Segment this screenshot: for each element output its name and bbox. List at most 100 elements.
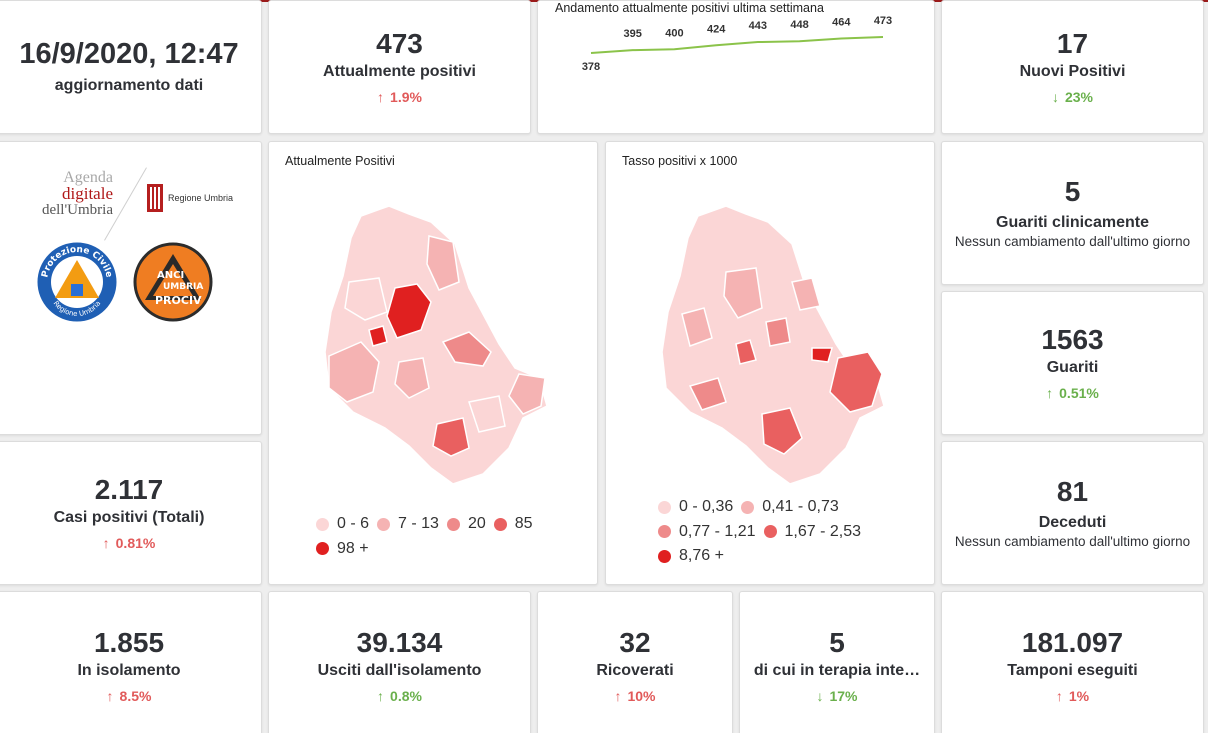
kpi-value: 181.097: [1021, 626, 1124, 658]
legend-item[interactable]: 8,76 +: [658, 545, 724, 567]
kpi-value: 81: [1056, 476, 1089, 508]
delta-value: 1%: [1068, 688, 1090, 705]
legend-label: 0 - 0,36: [679, 498, 734, 515]
kpi-isolamento[interactable]: 1.855 In isolamento ↑ 8.5%: [0, 591, 262, 733]
arrow-up-icon: ↑: [102, 535, 110, 552]
kpi-deceduti[interactable]: 81 Deceduti Nessun cambiamento dall'ulti…: [941, 441, 1204, 585]
anci-text: ANCI: [157, 270, 184, 281]
arrow-up-icon: ↑: [377, 89, 385, 106]
kpi-label: Usciti dall'isolamento: [317, 662, 482, 680]
kpi-label: Guariti: [1046, 359, 1099, 377]
kpi-label: Tamponi eseguiti: [1007, 662, 1138, 680]
kpi-ricoverati[interactable]: 32 Ricoverati ↑ 10%: [537, 591, 733, 733]
kpi-label: di cui in terapia inte…: [753, 662, 921, 680]
legend-item[interactable]: 85: [493, 513, 533, 535]
kpi-value: 2.117: [94, 473, 164, 505]
update-datetime: 16/9/2020, 12:47: [19, 38, 239, 71]
legend-item[interactable]: 98 +: [316, 538, 369, 560]
arrow-up-icon: ↑: [1055, 688, 1063, 705]
legend-label: 8,76 +: [679, 547, 724, 564]
trend-data-label: 464: [832, 17, 851, 29]
kpi-value: 473: [376, 27, 423, 59]
kpi-label: Casi positivi (Totali): [53, 509, 205, 527]
kpi-usciti[interactable]: 39.134 Usciti dall'isolamento ↑ 0.8%: [268, 591, 531, 733]
map-tasso-positivi-card[interactable]: Tasso positivi x 1000 0 - 0,36 0,41 - 0,7…: [605, 141, 935, 585]
anci-prociv-logo[interactable]: ANCI UMBRIA PROCIV: [133, 242, 213, 322]
agenda-digitale-logo[interactable]: Agenda digitale dell'Umbria: [13, 169, 113, 219]
regione-umbria-logo[interactable]: Regione Umbria: [147, 184, 233, 212]
map-legend: 0 - 0,36 0,41 - 0,73 0,77 - 1,21 1,67 - 2,5…: [658, 496, 908, 570]
legend-item[interactable]: 1,67 - 2,53: [763, 521, 861, 543]
arrow-up-icon: ↑: [614, 688, 622, 705]
kpi-casi-totali[interactable]: 2.117 Casi positivi (Totali) ↑ 0.81%: [0, 441, 262, 585]
update-label: aggiornamento dati: [54, 76, 204, 94]
trend-data-label: 443: [749, 20, 767, 32]
kpi-tamponi[interactable]: 181.097 Tamponi eseguiti ↑ 1%: [941, 591, 1204, 733]
kpi-label: Guariti clinicamente: [996, 213, 1149, 231]
agenda-line1: Agenda: [63, 169, 113, 186]
legend-swatch: [316, 517, 329, 531]
umbria-choropleth-map[interactable]: [269, 192, 598, 492]
kpi-terapia-intensiva[interactable]: 5 di cui in terapia inte… ↓ 17%: [739, 591, 935, 733]
region-shape: [394, 357, 430, 399]
region-shape: [508, 373, 546, 415]
legend-label: 0 - 6: [337, 515, 370, 532]
legend-item[interactable]: 0 - 0,36: [658, 496, 733, 518]
kpi-value: 5: [829, 626, 845, 658]
kpi-label: Ricoverati: [596, 662, 674, 680]
delta-value: 23%: [1064, 89, 1094, 106]
kpi-value: 32: [619, 626, 651, 658]
legend-item[interactable]: 0,41 - 0,73: [741, 496, 839, 518]
region-shape: [681, 307, 713, 347]
region-shape: [386, 283, 432, 339]
region-shape: [761, 407, 803, 455]
umbria-text: UMBRIA: [163, 282, 203, 292]
delta-value: 0.81%: [115, 535, 156, 552]
region-shape: [765, 317, 791, 347]
map-attualmente-positivi-card[interactable]: Attualmente Positivi 0 - 6 7 - 13 20 85 98 +: [268, 141, 598, 585]
trend-data-label: 473: [874, 15, 892, 27]
update-card: 16/9/2020, 12:47 aggiornamento dati: [0, 0, 262, 134]
legend-swatch: [316, 542, 329, 555]
region-shape: [368, 325, 388, 347]
legend-swatch: [377, 517, 391, 531]
umbria-rate-map[interactable]: [606, 192, 935, 492]
trend-card[interactable]: Andamento attualmente positivi ultima se…: [537, 0, 935, 134]
kpi-value: 17: [1056, 27, 1089, 59]
trend-data-label: 378: [582, 61, 600, 73]
kpi-guariti-clinicamente[interactable]: 5 Guariti clinicamente Nessun cambiament…: [941, 141, 1204, 285]
legend-item[interactable]: 0,77 - 1,21: [658, 521, 756, 543]
kpi-attualmente-positivi[interactable]: 473 Attualmente positivi ↑ 1.9%: [268, 0, 531, 134]
legend-item[interactable]: 20: [446, 513, 486, 535]
trend-data-label: 395: [624, 28, 642, 40]
legend-swatch: [658, 500, 671, 514]
kpi-sub: Nessun cambiamento dall'ultimo giorno: [954, 233, 1191, 249]
kpi-delta: ↑ 10%: [614, 688, 655, 704]
protezione-civile-logo[interactable]: Protezione Civile Regione Umbria: [35, 240, 119, 324]
kpi-nuovi-positivi[interactable]: 17 Nuovi Positivi ↓ 23%: [941, 0, 1204, 134]
arrow-down-icon: ↓: [816, 688, 824, 705]
arrow-up-icon: ↑: [377, 688, 385, 705]
kpi-guariti[interactable]: 1563 Guariti ↑ 0.51%: [941, 291, 1204, 435]
kpi-delta: ↑ 0.81%: [103, 535, 156, 551]
arrow-up-icon: ↑: [106, 688, 114, 705]
region-shape: [735, 339, 757, 365]
region-shape: [328, 341, 380, 403]
trend-data-label: 400: [665, 27, 683, 39]
region-shape: [441, 331, 492, 367]
kpi-value: 5: [1064, 176, 1081, 208]
kpi-delta: ↓ 23%: [1052, 89, 1093, 105]
kpi-delta: ↑ 0.51%: [1046, 385, 1099, 401]
delta-value: 0.51%: [1059, 385, 1099, 402]
region-shape: [468, 395, 506, 433]
prociv-text: PROCIV: [155, 294, 202, 307]
trend-line: [590, 36, 884, 54]
legend-item[interactable]: 0 - 6: [316, 513, 369, 535]
legend-label: 0,41 - 0,73: [762, 498, 839, 515]
delta-value: 1.9%: [390, 89, 422, 106]
region-shape: [723, 267, 763, 319]
agenda-line3: dell'Umbria: [41, 202, 113, 218]
legend-item[interactable]: 7 - 13: [377, 513, 439, 535]
delta-value: 8.5%: [119, 688, 152, 705]
kpi-label: Deceduti: [1038, 513, 1107, 531]
